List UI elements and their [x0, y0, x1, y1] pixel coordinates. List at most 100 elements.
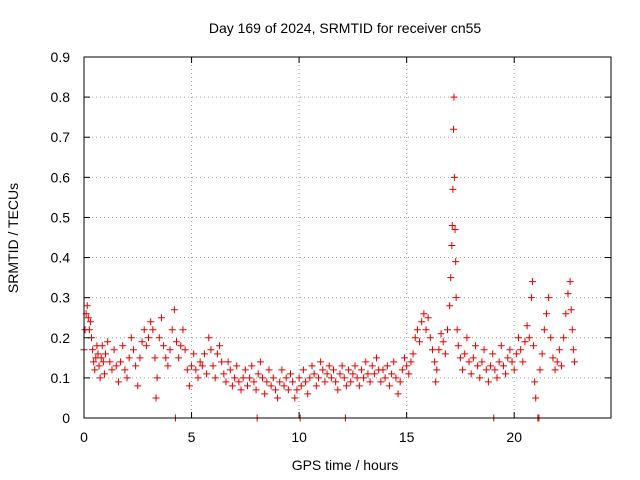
- data-point: [138, 338, 146, 346]
- data-point: [291, 394, 299, 402]
- data-point: [540, 326, 548, 334]
- data-point: [398, 366, 406, 374]
- data-point: [250, 378, 258, 386]
- data-point: [267, 382, 275, 390]
- data-point: [220, 370, 228, 378]
- data-point: [233, 362, 241, 370]
- data-point: [168, 326, 176, 334]
- data-point: [259, 374, 267, 382]
- data-point: [493, 374, 501, 382]
- data-point: [129, 346, 137, 354]
- data-point: [420, 310, 428, 318]
- data-point: [231, 374, 239, 382]
- y-tick-label: 0.7: [51, 129, 71, 145]
- data-point: [278, 366, 286, 374]
- data-point: [549, 354, 557, 362]
- data-point: [551, 366, 559, 374]
- data-point: [437, 330, 445, 338]
- data-point: [110, 346, 118, 354]
- data-point: [127, 334, 135, 342]
- data-point: [194, 374, 202, 382]
- data-point: [100, 370, 108, 378]
- data-point: [560, 334, 568, 342]
- data-point: [179, 326, 187, 334]
- data-point: [95, 362, 103, 370]
- data-point: [449, 185, 457, 193]
- data-point: [362, 358, 370, 366]
- data-point: [396, 378, 404, 386]
- data-point: [461, 350, 469, 358]
- data-point: [263, 378, 271, 386]
- data-point: [428, 346, 436, 354]
- data-point: [381, 374, 389, 382]
- x-tick-label: 10: [291, 429, 307, 445]
- data-point: [347, 378, 355, 386]
- data-point: [407, 358, 415, 366]
- data-point: [145, 334, 153, 342]
- data-point: [453, 326, 461, 334]
- data-point: [188, 362, 196, 370]
- data-point: [405, 370, 413, 378]
- data-point: [340, 374, 348, 382]
- data-point: [342, 382, 350, 390]
- data-point: [368, 362, 376, 370]
- data-point: [160, 342, 168, 350]
- data-point: [448, 242, 456, 250]
- data-point: [512, 350, 520, 358]
- data-point: [439, 338, 447, 346]
- data-point: [280, 382, 288, 390]
- data-point: [102, 350, 110, 358]
- data-point: [523, 322, 531, 330]
- data-point: [459, 366, 467, 374]
- data-point: [456, 354, 464, 362]
- data-point: [562, 310, 570, 318]
- data-point: [401, 354, 409, 362]
- data-point: [190, 350, 198, 358]
- data-point: [243, 382, 251, 390]
- data-point: [119, 342, 127, 350]
- data-point: [157, 314, 165, 322]
- data-point: [418, 318, 426, 326]
- y-tick-label: 0.3: [51, 290, 71, 306]
- data-point: [482, 366, 490, 374]
- data-point: [108, 366, 116, 374]
- data-point: [487, 362, 495, 370]
- data-point: [452, 294, 460, 302]
- data-point: [567, 306, 575, 314]
- data-point: [310, 370, 318, 378]
- data-point: [471, 342, 479, 350]
- data-point: [416, 338, 424, 346]
- data-point: [155, 334, 163, 342]
- data-point: [504, 354, 512, 362]
- y-tick-label: 0.1: [51, 370, 71, 386]
- data-point: [241, 366, 249, 374]
- data-point: [282, 374, 290, 382]
- data-point: [446, 302, 454, 310]
- data-point: [89, 346, 97, 354]
- data-point: [286, 370, 294, 378]
- data-point: [90, 358, 98, 366]
- data-point: [525, 334, 533, 342]
- data-point: [125, 354, 133, 362]
- data-point: [293, 386, 301, 394]
- data-point: [476, 374, 484, 382]
- data-point: [528, 278, 536, 286]
- data-point: [465, 358, 473, 366]
- data-point: [99, 358, 107, 366]
- y-tick-label: 0.8: [51, 89, 71, 105]
- data-point: [532, 394, 540, 402]
- data-point: [177, 342, 185, 350]
- data-point: [198, 362, 206, 370]
- data-point: [508, 358, 516, 366]
- data-point: [235, 378, 243, 386]
- grid-layer: [84, 57, 611, 418]
- data-point: [84, 314, 92, 322]
- data-point: [224, 358, 232, 366]
- data-point: [502, 370, 510, 378]
- data-point: [366, 378, 374, 386]
- data-point: [451, 225, 459, 233]
- data-point: [166, 346, 174, 354]
- data-point: [433, 366, 441, 374]
- data-point: [164, 362, 172, 370]
